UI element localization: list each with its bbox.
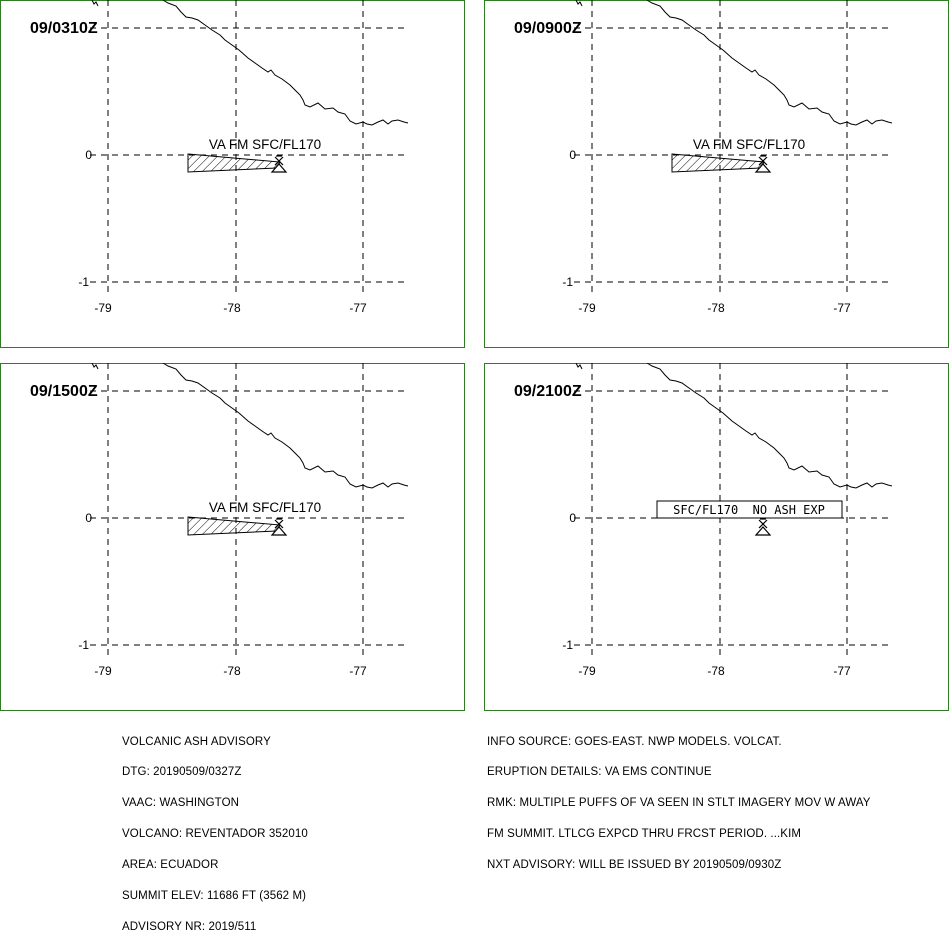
panel-frame <box>484 363 949 711</box>
lat-tick-label: -1 <box>562 275 573 289</box>
graticule <box>574 0 892 295</box>
lat-tick-label: 0 <box>85 511 92 525</box>
advisory-line: INFO SOURCE: GOES-EAST. NWP MODELS. VOLC… <box>487 735 782 748</box>
lon-tick-label: -79 <box>94 664 112 678</box>
lon-tick-label: -77 <box>349 664 367 678</box>
lon-tick-label: -79 <box>578 301 596 315</box>
advisory-text-left: VOLCANIC ASH ADVISORY DTG: 20190509/0327… <box>122 716 308 943</box>
advisory-line: VOLCANO: REVENTADOR 352010 <box>122 828 308 841</box>
panel-frame <box>0 0 465 348</box>
coastline-stub <box>91 0 99 7</box>
volcano-triangle-icon <box>270 518 288 536</box>
coastline <box>646 363 893 489</box>
advisory-line: DTG: 20190509/0327Z <box>122 766 242 779</box>
lon-tick-label: -78 <box>223 664 241 678</box>
lat-tick-label: -1 <box>78 638 89 652</box>
panel-frame <box>0 363 465 711</box>
lat-tick-label: 0 <box>569 511 576 525</box>
coastline-stub <box>575 363 583 370</box>
coastline-stub <box>91 363 99 370</box>
forecast-panel-1: 0 -1 -79 -78 -77 09/0310Z VA FM SFC/FL17… <box>0 0 466 349</box>
no-ash-label-box <box>656 500 843 519</box>
advisory-line: SUMMIT ELEV: 11686 FT (3562 M) <box>122 890 307 903</box>
ash-height-label: VA FM SFC/FL170 <box>693 137 805 152</box>
coastline <box>162 0 409 126</box>
volcano-triangle-icon <box>270 155 288 173</box>
coastline <box>646 0 893 126</box>
advisory-line: ERUPTION DETAILS: VA EMS CONTINUE <box>487 766 712 779</box>
advisory-line: VOLCANIC ASH ADVISORY <box>122 735 271 748</box>
graticule <box>90 0 408 295</box>
coastline <box>162 363 409 489</box>
valid-time-label: 09/1500Z <box>30 383 98 400</box>
forecast-panel-2: 0 -1 -79 -78 -77 09/0900Z VA FM SFC/FL17… <box>484 0 950 349</box>
no-ash-label: SFC/FL170 NO ASH EXP <box>673 503 825 517</box>
graticule <box>90 363 408 658</box>
forecast-panel-4: 0 -1 -79 -78 -77 09/2100Z SFC/FL170 NO A… <box>484 363 950 712</box>
lat-tick-label: -1 <box>78 275 89 289</box>
advisory-line: FM SUMMIT. LTLCG EXPCD THRU FRCST PERIOD… <box>487 828 802 841</box>
lon-tick-label: -79 <box>94 301 112 315</box>
valid-time-label: 09/0900Z <box>514 20 582 37</box>
advisory-text-right: INFO SOURCE: GOES-EAST. NWP MODELS. VOLC… <box>487 716 871 881</box>
lon-tick-label: -78 <box>707 664 725 678</box>
volcano-triangle-icon <box>754 518 772 536</box>
coastline-stub <box>575 0 583 7</box>
valid-time-label: 09/2100Z <box>514 383 582 400</box>
lon-tick-label: -78 <box>707 301 725 315</box>
advisory-line: NXT ADVISORY: WILL BE ISSUED BY 20190509… <box>487 859 782 872</box>
forecast-panel-3: 0 -1 -79 -78 -77 09/1500Z VA FM SFC/FL17… <box>0 363 466 712</box>
advisory-line: VAAC: WASHINGTON <box>122 797 240 810</box>
lon-tick-label: -77 <box>349 301 367 315</box>
lon-tick-label: -77 <box>833 664 851 678</box>
ash-height-label: VA FM SFC/FL170 <box>209 500 321 515</box>
lon-tick-label: -79 <box>578 664 596 678</box>
ash-height-label: VA FM SFC/FL170 <box>209 137 321 152</box>
panel-frame <box>484 0 949 348</box>
lon-tick-label: -77 <box>833 301 851 315</box>
valid-time-label: 09/0310Z <box>30 20 98 37</box>
advisory-line: AREA: ECUADOR <box>122 859 219 872</box>
lon-tick-label: -78 <box>223 301 241 315</box>
lat-tick-label: 0 <box>85 148 92 162</box>
advisory-line: RMK: MULTIPLE PUFFS OF VA SEEN IN STLT I… <box>487 797 871 810</box>
advisory-line: ADVISORY NR: 2019/511 <box>122 920 257 933</box>
volcano-triangle-icon <box>754 155 772 173</box>
lat-tick-label: 0 <box>569 148 576 162</box>
lat-tick-label: -1 <box>562 638 573 652</box>
